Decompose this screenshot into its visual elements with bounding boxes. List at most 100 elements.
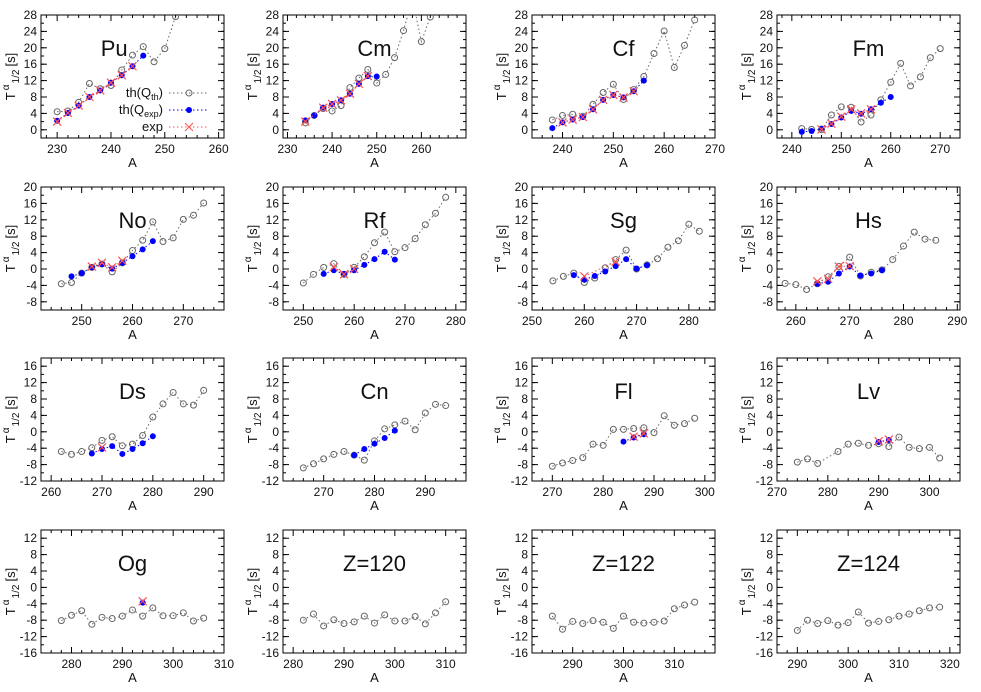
point-th-qth	[426, 15, 434, 21]
point-th-qth	[421, 409, 429, 417]
point-th-qexp	[351, 267, 358, 274]
point-th-qth	[857, 118, 865, 126]
y-tick-label: 16	[760, 57, 774, 71]
y-axis-label: Tα1/2 [s]	[1, 568, 22, 615]
point-th-qth	[854, 608, 862, 616]
legend-label-exp: exp	[142, 119, 163, 134]
plot-frame	[776, 529, 961, 654]
point-th-qth	[373, 79, 381, 87]
y-tick-label: 8	[272, 392, 279, 406]
x-tick-label: 260	[881, 142, 901, 156]
panel-title: Fm	[853, 36, 885, 61]
legend-close: )	[159, 102, 163, 117]
point-th-qth	[548, 462, 556, 470]
y-label-sup: α	[737, 599, 748, 605]
y-tick-label: -4	[517, 278, 528, 292]
point-th-qth	[57, 447, 65, 455]
point-th-qth	[579, 454, 587, 462]
y-tick-label: 12	[515, 213, 529, 227]
y-label-unit: [s]	[245, 568, 260, 582]
y-tick-label: 4	[521, 564, 528, 578]
y-tick-label: -12	[20, 630, 38, 644]
panel-z122: -16 -12 -8 -4 0 4 8 12 290 300 310 A Tα1/2 [s] Z=122	[492, 529, 716, 685]
point-th-qexp	[620, 438, 627, 445]
y-tick-label: 24	[760, 24, 774, 38]
point-exp	[856, 108, 866, 118]
point-th-qth	[411, 235, 419, 243]
point-th-qth	[599, 441, 607, 449]
y-tick-label: -8	[517, 458, 528, 472]
point-th-qth	[670, 63, 678, 71]
point-th-qexp	[371, 256, 378, 263]
y-label-unit: [s]	[739, 396, 754, 410]
point-th-qth	[320, 263, 328, 271]
y-tick-label: -16	[20, 646, 38, 660]
x-tick-label: 290	[112, 657, 132, 671]
point-th-qth	[150, 58, 158, 66]
point-exp	[138, 596, 148, 606]
y-tick-label: -4	[26, 278, 37, 292]
series-line-th_Qth	[797, 436, 941, 464]
x-tick-label: 260	[41, 485, 61, 499]
point-th-qth	[299, 279, 307, 287]
y-label-sub: 1/2	[502, 69, 513, 83]
point-th-qth	[691, 598, 699, 606]
point-th-qexp	[140, 52, 147, 59]
point-th-qth	[915, 445, 923, 453]
y-label-sup: α	[243, 427, 254, 433]
point-th-qth	[401, 617, 409, 625]
y-tick-label: 0	[272, 580, 279, 594]
y-tick-label: 0	[272, 123, 279, 137]
point-exp	[107, 262, 117, 272]
point-th-qexp	[640, 77, 647, 84]
point-th-qth	[889, 256, 897, 264]
point-exp	[588, 104, 598, 114]
point-exp	[106, 78, 116, 88]
y-label-unit: [s]	[245, 396, 260, 410]
y-label-sub: 1/2	[747, 412, 758, 426]
y-tick-label: 8	[30, 548, 37, 562]
point-th-qexp	[119, 450, 126, 457]
x-tick-label: 260	[786, 314, 806, 328]
series-line-exp	[91, 260, 123, 268]
point-th-qth	[936, 454, 944, 462]
y-tick-label: 12	[266, 376, 280, 390]
y-tick-label: -8	[517, 613, 528, 627]
point-th-qth	[804, 455, 811, 463]
point-th-qth	[190, 211, 197, 219]
x-tick-label: 310	[889, 657, 909, 671]
x-tick-label: 260	[411, 142, 431, 156]
y-tick-label: 16	[515, 196, 529, 210]
x-tick-label: 300	[613, 657, 633, 671]
point-th-qth	[905, 610, 913, 618]
point-exp	[629, 432, 639, 442]
series-group	[57, 386, 208, 458]
x-tick-label: 310	[214, 657, 234, 671]
point-th-qexp	[808, 128, 815, 135]
y-tick-label: 4	[30, 246, 37, 260]
y-tick-label: 4	[766, 564, 773, 578]
point-th-qth	[660, 617, 668, 625]
y-tick-label: 4	[521, 106, 528, 120]
y-label-sub: 1/2	[502, 584, 513, 598]
point-th-qth	[875, 617, 883, 625]
y-tick-label: 12	[24, 213, 38, 227]
y-label-sub: 1/2	[502, 412, 513, 426]
point-exp	[63, 108, 73, 118]
y-axis-label: Tα1/2 [s]	[492, 53, 513, 100]
y-tick-label: 4	[521, 246, 528, 260]
point-exp	[578, 112, 588, 122]
y-tick-label: 8	[30, 229, 37, 243]
point-th-qth	[432, 209, 439, 217]
y-tick-label: 4	[766, 106, 773, 120]
plot-frame	[776, 14, 961, 139]
point-th-qth	[139, 612, 147, 620]
point-th-qth	[926, 54, 934, 62]
series-group	[299, 400, 450, 472]
x-tick-label: 270	[767, 485, 787, 499]
point-th-qexp	[371, 440, 378, 447]
y-tick-label: 20	[24, 41, 38, 55]
point-th-qexp	[878, 267, 885, 274]
point-th-qth	[78, 447, 86, 455]
point-th-qth	[548, 612, 556, 620]
